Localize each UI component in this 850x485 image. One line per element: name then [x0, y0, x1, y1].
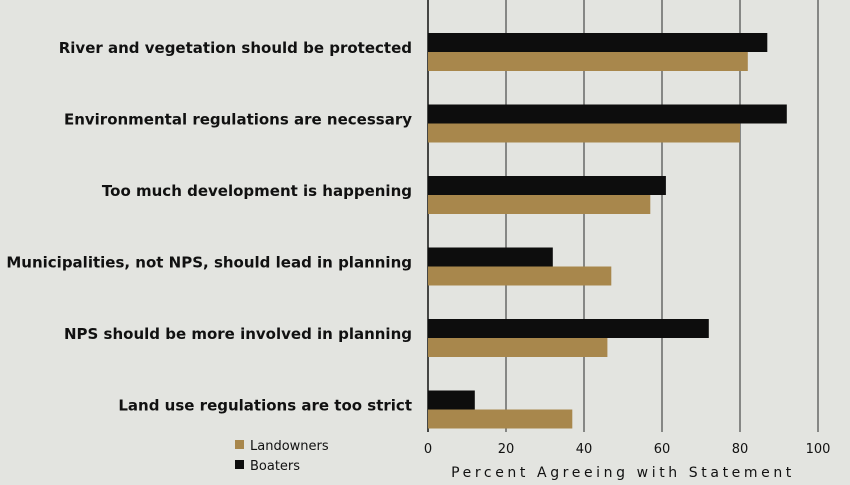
bar-boaters-2 — [428, 176, 666, 195]
bar-boaters-0 — [428, 33, 768, 52]
category-label-4: NPS should be more involved in planning — [64, 325, 412, 343]
bar-boaters-4 — [428, 319, 709, 338]
x-tick-20: 20 — [498, 442, 515, 457]
x-tick-60: 60 — [654, 442, 671, 457]
category-label-1: Environmental regulations are necessary — [64, 111, 412, 129]
bar-landowners-2 — [428, 195, 651, 214]
bar-boaters-1 — [428, 104, 787, 124]
category-label-2: Too much development is happening — [102, 182, 412, 200]
bars — [428, 33, 787, 429]
bar-landowners-1 — [428, 123, 740, 143]
x-tick-labels: 0 20 40 60 80 100 — [424, 442, 831, 457]
bar-landowners-4 — [428, 338, 608, 357]
category-label-5: Land use regulations are too strict — [118, 397, 412, 415]
gridlines — [427, 0, 819, 432]
legend-swatch-boaters — [235, 460, 244, 469]
bar-landowners-5 — [428, 409, 573, 429]
x-tick-40: 40 — [576, 442, 593, 457]
x-tick-0: 0 — [424, 442, 432, 457]
x-axis-title: Percent Agreeing with Statement — [451, 465, 795, 481]
bar-boaters-5 — [428, 390, 475, 410]
category-label-0: River and vegetation should be protected — [59, 39, 412, 57]
category-labels: River and vegetation should be protected… — [6, 39, 412, 415]
legend-label-landowners: Landowners — [250, 439, 329, 454]
bar-landowners-3 — [428, 266, 612, 286]
legend: Landowners Boaters — [235, 439, 329, 474]
x-tick-100: 100 — [806, 442, 831, 457]
bar-boaters-3 — [428, 247, 553, 267]
legend-swatch-landowners — [235, 440, 244, 449]
bar-landowners-0 — [428, 52, 748, 71]
category-label-3: Municipalities, not NPS, should lead in … — [6, 254, 412, 272]
legend-label-boaters: Boaters — [250, 459, 300, 474]
x-tick-80: 80 — [732, 442, 749, 457]
